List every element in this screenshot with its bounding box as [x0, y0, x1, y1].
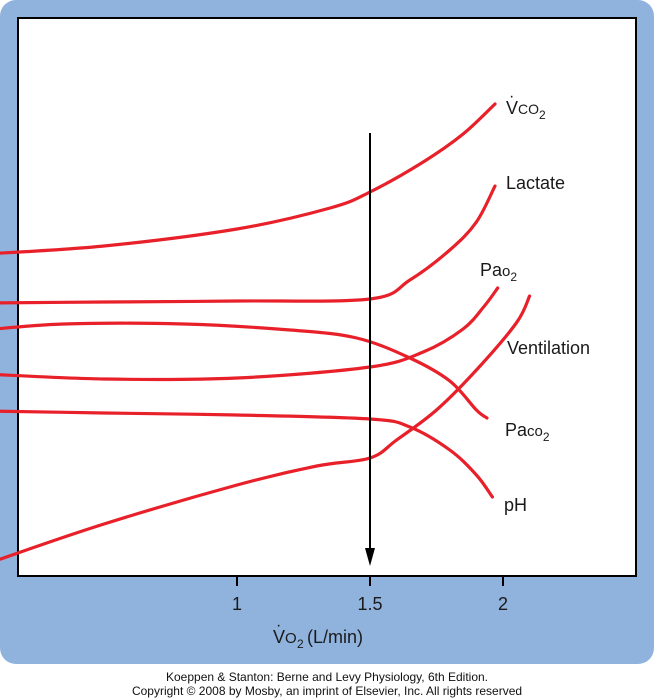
- threshold-marker: [365, 133, 375, 566]
- x-ticks: 1 1.5 2: [232, 577, 508, 614]
- chart: 1 1.5 2 VCO2 · Lactate Pao2 Ventilation Pa…: [0, 17, 637, 651]
- svg-text:·: ·: [509, 88, 514, 105]
- credit-line-2: Copyright © 2008 by Mosby, an imprint of…: [131, 684, 523, 698]
- series-label-lactate: Lactate: [506, 173, 565, 193]
- svg-text:Lactate: Lactate: [506, 173, 565, 193]
- series-label-ph: pH: [504, 495, 527, 515]
- svg-text:V: V: [273, 627, 285, 647]
- series-line-vco: [0, 102, 497, 255]
- series-line-pao: [0, 321, 489, 420]
- x-tick-label: 2: [498, 594, 508, 614]
- svg-text:(L/min): (L/min): [307, 627, 363, 647]
- x-tick-label: 1: [232, 594, 242, 614]
- x-axis-title: V · O 2 (L/min): [273, 617, 363, 651]
- svg-text:Ventilation: Ventilation: [507, 338, 590, 358]
- series-label-ventilation: Ventilation: [507, 338, 590, 358]
- svg-text:pH: pH: [504, 495, 527, 515]
- svg-text:2: 2: [297, 637, 304, 651]
- svg-text:O: O: [285, 630, 297, 647]
- svg-text:·: ·: [276, 617, 281, 634]
- x-tick-label: 1.5: [357, 594, 382, 614]
- credit-line-1: Koeppen & Stanton: Berne and Levy Physio…: [166, 670, 488, 684]
- plot-area: [17, 17, 637, 577]
- copyright-credit: Koeppen & Stanton: Berne and Levy Physio…: [0, 670, 654, 698]
- threshold-arrowhead: [365, 548, 375, 566]
